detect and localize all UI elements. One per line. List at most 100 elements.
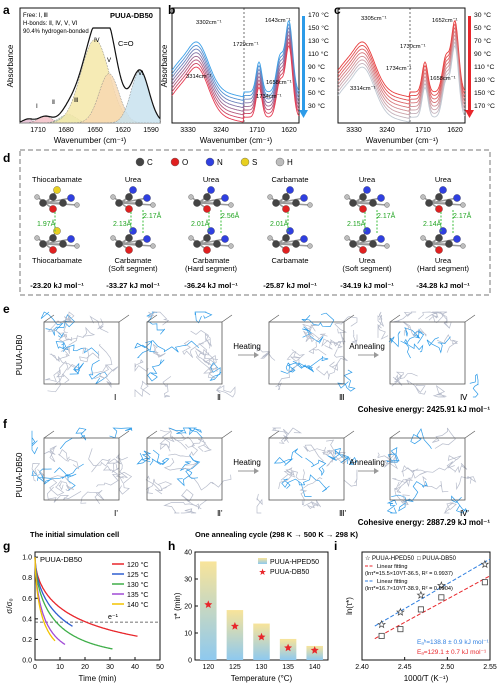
panel-b: 3302cm⁻¹ 3314cm⁻¹ 1729cm⁻¹ 1734cm⁻¹ 1643…: [160, 7, 329, 145]
simulation-cell-4: Ⅳ': [377, 427, 477, 518]
panel-g-series-line: [34, 557, 113, 650]
panel-spectrum-line: [171, 19, 300, 98]
polymer-chain: [195, 350, 218, 379]
atom-sphere: [292, 240, 300, 248]
panel-h-bar: [200, 561, 217, 660]
atom-sphere: [435, 193, 443, 201]
panel-a-legend-3: 90.4% hydrogen-bonded: [23, 29, 89, 35]
panel-c-temps: 30 °C 50 °C 70 °C 90 °C 110 °C 130 °C 15…: [474, 11, 495, 110]
panel-g-frame: [34, 551, 161, 661]
polymer-chain: [49, 346, 70, 361]
atom-sphere: [125, 234, 133, 242]
panel-b-xtick: 3240: [213, 127, 229, 134]
panel-b-temp: 150 °C: [308, 24, 329, 32]
cell-edge: [221, 314, 233, 323]
cell-edge: [43, 430, 55, 439]
cell-edge: [464, 430, 476, 439]
atom-sphere: [143, 235, 151, 243]
panel-a-peak-label: C=O: [118, 39, 134, 48]
atom-sphere: [34, 194, 40, 200]
panel-g-ytick-label: 0.4: [22, 616, 32, 623]
panel-b-annotation: 1729cm⁻¹: [233, 42, 259, 48]
polymer-chain: [303, 500, 321, 509]
panel-a-legend-1: Free: Ⅰ, Ⅲ: [23, 13, 48, 19]
polymer-chain: [109, 427, 133, 439]
polymer-chain: [45, 314, 76, 336]
panel-c-xtick: 1620: [447, 127, 463, 134]
polymer-chain: [197, 438, 212, 452]
process-label: Heating: [233, 458, 261, 467]
panel-c: 3305cm⁻¹ 3314cm⁻¹ 1730cm⁻¹ 1734cm⁻¹ 1652…: [337, 7, 495, 145]
atom-sphere: [453, 194, 461, 202]
bond-line: [354, 238, 382, 245]
polymer-chain: [328, 349, 348, 371]
panel-h-xtick-label: 140: [309, 664, 321, 671]
bond-length-label: 2.17Å: [453, 211, 472, 220]
panel-g-series-line: [34, 557, 66, 646]
panel-i-fit-line: [374, 575, 491, 640]
polymer-chain: [49, 475, 71, 496]
polymer-chain: [80, 490, 105, 505]
panel-i-fit-equation: (lnτ*=15.5×10³/T-36.5, R² = 0.9937): [365, 571, 453, 577]
atom-sphere: [292, 199, 300, 207]
panel-letter-e: e: [3, 302, 10, 316]
atom-sphere: [74, 202, 80, 208]
panel-c-temp: 90 °C: [474, 50, 491, 58]
panel-spectrum-line: [337, 23, 466, 101]
atom-sphere: [150, 243, 156, 249]
pair-energy: -23.20 kJ mol⁻¹: [30, 281, 84, 290]
atom-sphere: [349, 199, 357, 207]
polymer-chain: [187, 474, 232, 491]
atom-sphere: [39, 240, 47, 248]
panel-i-square-marker: [481, 579, 488, 586]
polymer-chain: [278, 469, 307, 489]
bond-line: [120, 238, 148, 245]
pair-top-label: Urea: [125, 175, 142, 184]
atom-sphere: [445, 199, 453, 207]
panel-c-xlabel: Wavenumber (cm⁻¹): [366, 136, 439, 145]
panel-spectrum-line: [171, 26, 300, 105]
cell-stage-label: Ⅰ': [114, 509, 118, 518]
polymer-chain: [209, 362, 222, 381]
polymer-chain: [337, 369, 356, 392]
cell-edge: [343, 314, 355, 323]
panel-h-legend-star: ★: [258, 567, 266, 577]
bond-line: [198, 238, 226, 245]
panel-a-ylabel: Absorbance: [6, 44, 15, 87]
panel-g-legend-label: 120 °C: [127, 561, 148, 569]
panel-i-star-marker: [396, 607, 405, 616]
polymer-chain: [79, 347, 100, 363]
pair-energy: -36.24 kJ mol⁻¹: [184, 281, 238, 290]
panel-e: PUUA-DB0 Ⅰ Ⅱ Ⅲ Ⅳ Heating Annealing Cohesive e…: [15, 311, 490, 414]
panel-c-annotation: 1658cm⁻¹: [430, 76, 456, 82]
atom-legend-label: O: [182, 158, 188, 167]
panel-b-temp: 30 °C: [308, 102, 325, 110]
cell-edge: [146, 430, 158, 439]
atom-sphere: [135, 240, 143, 248]
atom-sphere: [207, 186, 215, 194]
atom-sphere: [34, 235, 40, 241]
cell-edge: [118, 314, 130, 323]
atom-sphere: [129, 227, 137, 235]
atom-sphere: [213, 199, 221, 207]
polymer-chain: [203, 355, 217, 374]
polymer-chain: [305, 457, 327, 476]
polymer-chain: [377, 311, 384, 327]
panel-f-sample: PUUA-DB50: [15, 452, 24, 497]
polymer-chain: [395, 371, 418, 380]
polymer-chain: [88, 448, 111, 473]
atom-sphere: [377, 235, 385, 243]
atom-sphere: [150, 202, 156, 208]
atom-o-icon: [170, 157, 180, 167]
panel-g-xtick-label: 10: [56, 664, 64, 671]
panel-i-square-marker: [397, 626, 404, 633]
process-arrowhead: [254, 468, 259, 474]
bond-line: [44, 197, 72, 204]
atom-sphere: [67, 194, 75, 202]
atom-sphere: [129, 186, 137, 194]
polymer-chain: [308, 333, 328, 356]
atom-sphere: [435, 205, 443, 213]
panel-i-xlabel: 1000/T (K⁻¹): [404, 674, 449, 683]
bond-length-label: 2.01Å: [270, 219, 289, 228]
panel-c-spectra: [337, 19, 466, 123]
